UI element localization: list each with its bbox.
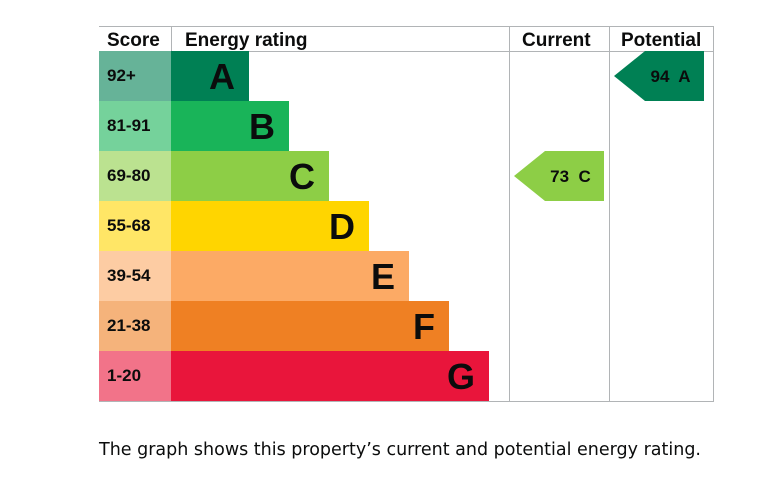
rating-bands: 92+ A 81-91 B 69-80 C 55-68 D 39-54 E 21-38 F 1-20 G bbox=[99, 51, 489, 401]
band-g: 1-20 G bbox=[99, 351, 489, 401]
rating-letter-d: D bbox=[329, 206, 355, 247]
rating-letter-a: A bbox=[209, 56, 235, 97]
rating-bar-c bbox=[171, 151, 329, 201]
score-range-e: 39-54 bbox=[107, 266, 151, 285]
score-range-d: 55-68 bbox=[107, 216, 150, 235]
score-range-c: 69-80 bbox=[107, 166, 150, 185]
rating-bar-f bbox=[171, 301, 449, 351]
score-cell-a bbox=[99, 51, 171, 101]
current-header: Current bbox=[522, 30, 591, 51]
header-row: Score Energy rating Current Potential bbox=[107, 30, 701, 51]
score-cell-g bbox=[99, 351, 171, 401]
potential-rating-indicator: 94 A bbox=[614, 51, 704, 101]
band-c: 69-80 C bbox=[99, 151, 329, 201]
band-f: 21-38 F bbox=[99, 301, 449, 351]
rating-bar-e bbox=[171, 251, 409, 301]
score-cell-d bbox=[99, 201, 171, 251]
band-b: 81-91 B bbox=[99, 101, 289, 151]
current-rating-indicator-arrow bbox=[514, 151, 604, 201]
score-range-b: 81-91 bbox=[107, 116, 150, 135]
rating-bar-g bbox=[171, 351, 489, 401]
rating-indicators: 73 C 94 A bbox=[514, 51, 704, 201]
potential-rating-indicator-arrow bbox=[614, 51, 704, 101]
band-d: 55-68 D bbox=[99, 201, 369, 251]
score-range-a: 92+ bbox=[107, 66, 136, 85]
potential-header: Potential bbox=[621, 30, 701, 51]
rating-bar-b bbox=[171, 101, 289, 151]
potential-rating-indicator-label: 94 A bbox=[650, 67, 690, 86]
score-cell-b bbox=[99, 101, 171, 151]
score-cell-e bbox=[99, 251, 171, 301]
rating-letter-c: C bbox=[289, 156, 315, 197]
band-e: 39-54 E bbox=[99, 251, 409, 301]
rating-letter-b: B bbox=[249, 106, 275, 147]
epc-chart: Score Energy rating Current Potential 92… bbox=[99, 26, 714, 402]
rating-letter-e: E bbox=[371, 256, 395, 297]
score-range-g: 1-20 bbox=[107, 366, 141, 385]
rating-letter-g: G bbox=[447, 356, 475, 397]
score-range-f: 21-38 bbox=[107, 316, 150, 335]
score-header: Score bbox=[107, 30, 160, 51]
chart-caption: The graph shows this property’s current … bbox=[99, 440, 701, 460]
energy-rating-header: Energy rating bbox=[185, 30, 307, 51]
rating-letter-f: F bbox=[413, 306, 435, 347]
rating-bar-d bbox=[171, 201, 369, 251]
score-cell-c bbox=[99, 151, 171, 201]
current-rating-indicator: 73 C bbox=[514, 151, 604, 201]
current-rating-indicator-label: 73 C bbox=[550, 167, 591, 186]
band-a: 92+ A bbox=[99, 51, 249, 101]
rating-bar-a bbox=[171, 51, 249, 101]
score-cell-f bbox=[99, 301, 171, 351]
